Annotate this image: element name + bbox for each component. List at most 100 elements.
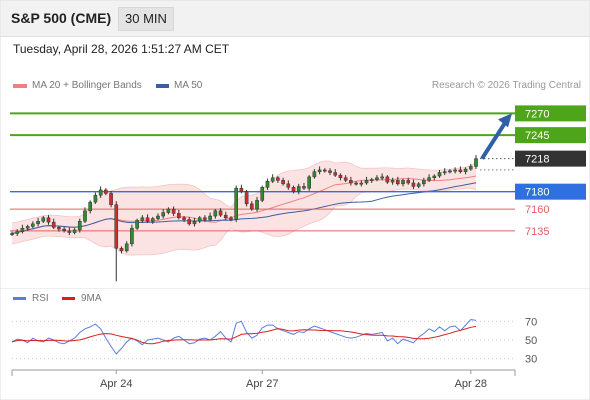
rsi-ma-swatch-icon [62, 297, 75, 300]
candle-body [62, 228, 66, 232]
forecast-arrow-shaft [480, 120, 508, 160]
candle-body [46, 217, 51, 223]
candle-body [307, 176, 311, 189]
ma50-line [11, 182, 477, 234]
bollinger-band-area [12, 161, 476, 256]
candle-body [453, 169, 457, 172]
legend-rsi-ma: 9MA [62, 293, 102, 304]
rsi-line [11, 318, 477, 355]
candle-body [156, 215, 160, 219]
candle-body [296, 186, 301, 192]
candle-body [83, 210, 87, 222]
candle-body [270, 177, 275, 182]
rsi-swatch-icon [13, 297, 26, 300]
candle-body [369, 179, 374, 181]
candle-body [177, 213, 181, 219]
candle-body [192, 220, 197, 225]
candle-body [51, 221, 56, 228]
x-tick-label: Apr 27 [246, 378, 278, 390]
candle-body [312, 171, 317, 178]
candle-body [67, 230, 72, 233]
candle-body [458, 169, 463, 172]
candle-body [276, 177, 280, 181]
legend-bollinger-label: MA 20 + Bollinger Bands [32, 80, 142, 91]
candle-body [260, 187, 265, 201]
candle-body [88, 201, 93, 212]
candle-body [218, 210, 223, 216]
candle-body [375, 177, 379, 180]
candle-body [213, 210, 218, 217]
candle-body [437, 172, 442, 177]
candle-body [427, 177, 431, 181]
candle-body [401, 180, 405, 185]
candle-body [72, 229, 77, 233]
candle-body [286, 183, 291, 188]
candle-body [197, 217, 202, 222]
candle-body [395, 180, 400, 185]
candle-body [385, 176, 390, 183]
candle-body [265, 180, 270, 188]
candle-body [150, 218, 155, 222]
candle-body [140, 217, 145, 221]
candle-body [432, 175, 437, 179]
level-label-7245: 7245 [525, 130, 549, 142]
x-tick-label: Apr 24 [100, 378, 132, 390]
candle-body [187, 219, 192, 225]
ma50-swatch-icon [156, 83, 169, 88]
level-label-7135: 7135 [525, 226, 549, 238]
candle-body [354, 182, 358, 185]
candle-body [145, 217, 150, 222]
timestamp: Tuesday, April 28, 2026 1:51:27 AM CET [13, 42, 230, 56]
level-tag-7180 [515, 183, 586, 200]
candle-body [130, 227, 134, 245]
legend-ma50: MA 50 [156, 80, 202, 91]
bollinger-lower-line [11, 187, 477, 256]
candle-body [171, 208, 176, 214]
forecast-arrow-icon [498, 113, 512, 128]
timeframe-button[interactable]: 30 MIN [118, 7, 174, 31]
x-tick-label: Apr 28 [455, 378, 487, 390]
panel-divider [0, 288, 590, 289]
level-label-7270: 7270 [525, 108, 549, 120]
candle-body [406, 180, 411, 184]
legend-rsi-label: RSI [32, 293, 49, 304]
chart-header: S&P 500 (CME) 30 MIN [0, 0, 590, 37]
instrument-title: S&P 500 (CME) [11, 10, 112, 26]
candle-body [182, 217, 186, 220]
rsi-ma-line [11, 325, 477, 345]
candle-body [109, 193, 113, 205]
candle-body [223, 214, 228, 219]
candle-body [98, 189, 103, 196]
candle-body [208, 215, 212, 220]
candle-body [166, 208, 171, 213]
candle-body [119, 247, 124, 252]
candle-body [239, 187, 244, 192]
candle-body [57, 227, 61, 230]
candle-body [422, 180, 426, 185]
candle-body [93, 194, 98, 203]
candle-body [244, 191, 249, 205]
candle-body [31, 223, 35, 227]
candle-body [317, 169, 322, 172]
credit-text: Research © 2026 Trading Central [431, 80, 581, 91]
candle-body [20, 227, 25, 232]
rsi-tick-70: 70 [525, 316, 537, 328]
candle-body [41, 217, 46, 222]
candle-body [36, 220, 40, 225]
candle-body [302, 186, 306, 189]
rsi-tick-30: 30 [525, 354, 537, 366]
candle-body [338, 174, 343, 179]
bollinger-swatch-icon [13, 83, 27, 88]
candle-body [442, 171, 447, 174]
candle-body [328, 170, 332, 173]
candle-body [25, 226, 30, 229]
candle-body [411, 182, 416, 187]
candle-body [474, 158, 478, 167]
candle-body [15, 231, 20, 234]
candle-body [359, 182, 364, 185]
candle-body [448, 170, 452, 173]
candle-body [10, 233, 14, 235]
candle-body [416, 183, 421, 187]
candle-body [203, 217, 207, 220]
